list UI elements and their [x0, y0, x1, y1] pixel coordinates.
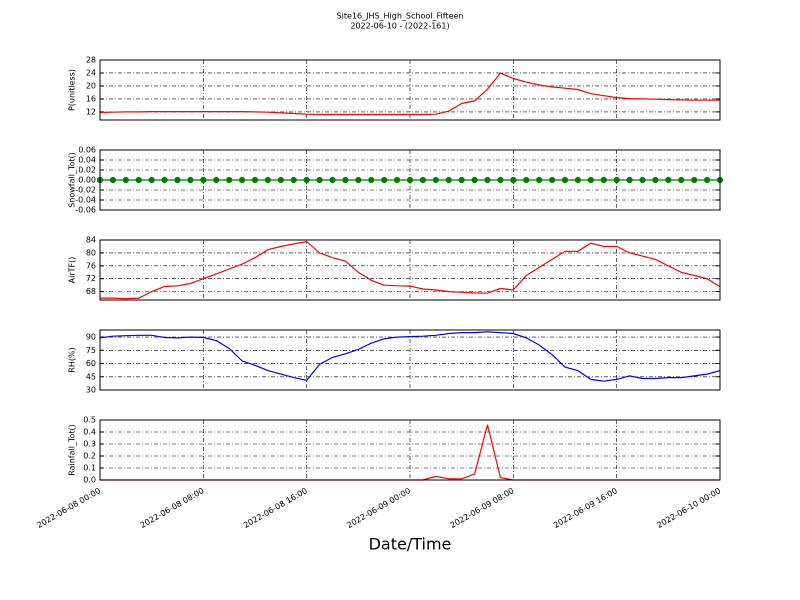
x-tick-label: 2022-06-09 08:00 [449, 486, 516, 530]
data-point [445, 176, 452, 184]
y-axis-label: Rainfall_Tot() [68, 424, 77, 476]
x-tick-label: 2022-06-10 00:00 [655, 486, 722, 530]
data-point [548, 176, 556, 184]
y-axis-label: AirTF() [68, 257, 77, 284]
data-point [574, 176, 582, 184]
data-point [316, 176, 323, 184]
y-tick-label: 45 [86, 372, 96, 381]
y-tick-label: 72 [86, 274, 96, 283]
y-tick-label: 80 [86, 248, 96, 257]
data-point [626, 176, 633, 184]
data-point [600, 176, 607, 184]
x-tick-label: 2022-06-09 00:00 [345, 486, 412, 530]
data-point [510, 176, 517, 184]
data-point [368, 176, 375, 184]
y-tick-label: 0.2 [83, 452, 96, 461]
y-axis-label: Snowfall_Tot() [68, 152, 77, 208]
data-point [406, 176, 414, 184]
data-point [135, 176, 142, 184]
data-point [148, 176, 155, 184]
axes-frame [99, 329, 721, 391]
x-tick-label: 2022-06-08 00:00 [35, 486, 102, 530]
y-tick-label: 68 [86, 287, 96, 296]
y-tick-label: 28 [86, 56, 96, 65]
data-line [100, 240, 721, 300]
data-point [355, 176, 362, 184]
y-axis-label: RH(%) [68, 347, 77, 372]
axes-frame [99, 419, 721, 481]
y-axis-label: P(unitless) [68, 69, 77, 111]
y-tick-label: 0.02 [78, 166, 96, 175]
data-point [703, 176, 711, 184]
data-line [99, 331, 721, 382]
data-point [471, 176, 478, 184]
y-tick-label: -0.04 [75, 196, 96, 205]
data-point [678, 176, 685, 184]
y-tick-label: 30 [86, 386, 96, 395]
data-point [342, 176, 349, 184]
data-point [393, 176, 401, 184]
y-tick-label: 0.3 [83, 440, 96, 449]
data-point [122, 176, 129, 184]
axes-frame [99, 59, 721, 121]
chart-title: Site16_JHS_High_School_Fifteen [337, 12, 464, 21]
y-tick-label: 0.4 [83, 428, 96, 437]
axes-frame [99, 239, 721, 301]
y-tick-label: 0.1 [83, 464, 96, 473]
y-tick-label: 16 [86, 94, 96, 103]
y-tick-label: -0.06 [75, 206, 96, 215]
data-line [99, 72, 720, 116]
data-point [200, 176, 207, 184]
x-tick-label: 2022-06-08 16:00 [242, 486, 309, 530]
y-tick-label: 90 [86, 333, 96, 342]
y-tick-label: 0.06 [78, 146, 96, 155]
data-point [226, 176, 233, 184]
data-point [238, 176, 246, 184]
y-tick-label: 60 [86, 359, 96, 368]
y-tick-label: 75 [86, 346, 96, 355]
data-point [109, 176, 117, 184]
data-point [613, 176, 620, 184]
data-point [174, 176, 181, 184]
y-tick-label: 12 [86, 107, 96, 116]
data-point [290, 176, 297, 184]
data-point [691, 176, 698, 184]
data-point [264, 176, 272, 184]
data-point [161, 176, 168, 184]
data-point [303, 176, 310, 184]
data-point [497, 176, 504, 184]
data-point [381, 176, 388, 184]
y-tick-label: -0.02 [75, 186, 96, 195]
data-point [536, 176, 543, 184]
y-tick-label: 0.00 [78, 176, 96, 185]
data-point [213, 176, 220, 184]
data-point [329, 176, 336, 184]
x-axis-label: Date/Time [369, 535, 452, 554]
data-point [587, 176, 594, 184]
y-tick-label: 20 [86, 81, 96, 90]
y-tick-label: 84 [86, 236, 96, 245]
x-tick-label: 2022-06-08 08:00 [139, 486, 206, 530]
data-point [419, 176, 427, 184]
data-point [523, 176, 530, 184]
axes-frame [99, 149, 721, 211]
y-tick-label: 76 [86, 261, 96, 270]
data-point [561, 176, 569, 184]
y-tick-label: 0.0 [83, 476, 96, 485]
data-point [187, 176, 194, 184]
y-tick-label: 0.5 [83, 416, 96, 425]
y-tick-label: 24 [86, 68, 96, 77]
data-point [665, 176, 672, 184]
data-point [652, 176, 659, 184]
data-point [639, 176, 646, 184]
data-point [251, 176, 259, 184]
data-point [458, 176, 465, 184]
data-point [484, 176, 491, 184]
x-tick-label: 2022-06-09 16:00 [552, 486, 619, 530]
y-tick-label: 0.04 [78, 156, 96, 165]
data-point [432, 176, 439, 184]
chart-subtitle: 2022-06-10 - (2022-161) [350, 22, 449, 31]
data-point [277, 176, 284, 184]
